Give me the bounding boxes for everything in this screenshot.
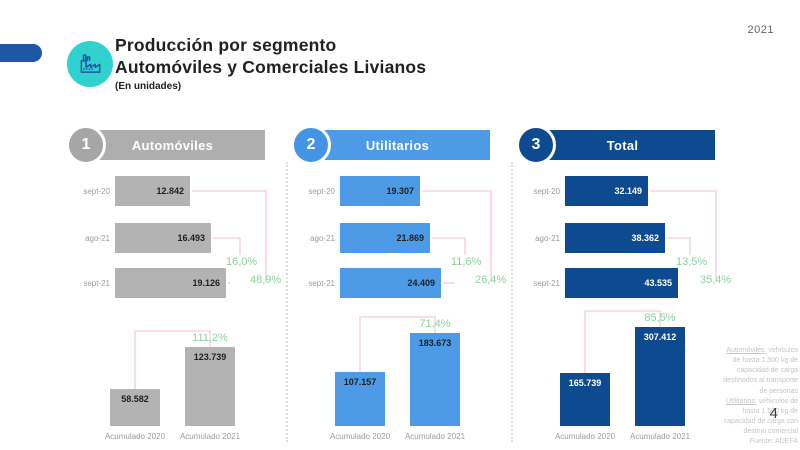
monthly-bar: 16.493 bbox=[115, 223, 211, 253]
accumulated-category-label: Acumulado 2020 bbox=[329, 432, 391, 441]
panel-separator-1 bbox=[286, 162, 288, 442]
accumulated-bar: 58.582 bbox=[110, 389, 160, 426]
accumulated-bar: 165.739 bbox=[560, 373, 610, 426]
monthly-bar-value: 43.535 bbox=[644, 278, 672, 288]
accumulated-bar-value: 165.739 bbox=[568, 378, 602, 388]
monthly-bar: 19.307 bbox=[340, 176, 420, 206]
accumulated-category-label: Acumulado 2021 bbox=[179, 432, 241, 441]
accumulated-category-label: Acumulado 2020 bbox=[104, 432, 166, 441]
monthly-bar: 32.149 bbox=[565, 176, 648, 206]
page-number: 4 bbox=[769, 405, 778, 422]
year-badge: 2021 bbox=[747, 24, 774, 36]
monthly-bar-value: 12.842 bbox=[156, 186, 184, 196]
panel-banner: Automóviles bbox=[80, 130, 265, 160]
monthly-bar: 24.409 bbox=[340, 268, 441, 298]
accumulated-change-label: 71,4% bbox=[419, 318, 451, 330]
monthly-bar-value: 38.362 bbox=[631, 233, 659, 243]
mom-change-label: 16,0% bbox=[226, 256, 258, 268]
accumulated-bar: 183.673 bbox=[410, 333, 460, 426]
panel-number: 3 bbox=[531, 136, 541, 153]
monthly-category-label: sept-20 bbox=[308, 187, 335, 196]
yoy-change-label: 35,4% bbox=[700, 274, 732, 286]
monthly-category-label: sept-21 bbox=[308, 279, 335, 288]
monthly-bar: 21.869 bbox=[340, 223, 430, 253]
panel-number: 1 bbox=[81, 136, 91, 153]
accumulated-bar: 107.157 bbox=[335, 372, 385, 426]
connector-lines bbox=[134, 190, 267, 389]
monthly-bar: 19.126 bbox=[115, 268, 226, 298]
header-titles: Producción por segmento Automóviles y Co… bbox=[115, 34, 426, 92]
panel-2: Utilitarios 2 sept-20 19.307 ago-21 21.869 sep… bbox=[287, 125, 512, 442]
page-subtitle: (En unidades) bbox=[115, 81, 182, 92]
accumulated-bar-value: 58.582 bbox=[121, 394, 149, 404]
monthly-bar: 12.842 bbox=[115, 176, 190, 206]
accumulated-change-label: 111,2% bbox=[192, 332, 228, 344]
accumulated-bar: 123.739 bbox=[185, 347, 235, 426]
panel-number-badge: 1 bbox=[66, 125, 106, 165]
panel-number-badge: 3 bbox=[516, 125, 556, 165]
monthly-bar-value: 19.307 bbox=[386, 186, 414, 196]
monthly-bar-value: 21.869 bbox=[396, 233, 424, 243]
monthly-bar-value: 24.409 bbox=[407, 278, 435, 288]
connector-lines bbox=[359, 190, 492, 372]
monthly-category-label: sept-20 bbox=[83, 187, 110, 196]
monthly-category-label: sept-21 bbox=[533, 279, 560, 288]
footnote-automoviles-term: Automóviles: bbox=[726, 347, 767, 354]
yoy-change-label: 48,9% bbox=[250, 274, 282, 286]
footnote-utilitarios-term: Utilitarios: bbox=[726, 397, 757, 405]
connector-lines bbox=[584, 190, 717, 373]
panel-number: 2 bbox=[306, 136, 316, 153]
factory-icon bbox=[67, 41, 113, 87]
accumulated-bar-value: 107.157 bbox=[343, 377, 377, 387]
footnote-automoviles-text: vehículos de hasta 1.500 kg de capacidad… bbox=[723, 347, 798, 395]
monthly-bar-value: 16.493 bbox=[177, 233, 205, 243]
panel-3: Total 3 sept-20 32.149 ago-21 38.362 sept-21 43… bbox=[512, 125, 737, 442]
mom-change-label: 13,5% bbox=[676, 256, 708, 268]
decorative-pill bbox=[0, 44, 42, 62]
monthly-category-label: ago-21 bbox=[85, 234, 110, 243]
monthly-bar-value: 19.126 bbox=[192, 278, 220, 288]
panel-separator-2 bbox=[511, 162, 513, 442]
accumulated-bar: 307.412 bbox=[635, 327, 685, 426]
panel-number-badge: 2 bbox=[291, 125, 331, 165]
accumulated-category-label: Acumulado 2021 bbox=[629, 432, 691, 441]
footnote-utilitarios-text: vehículos de hasta 1.500 kg de capacidad… bbox=[723, 397, 798, 436]
accumulated-bar-value: 307.412 bbox=[643, 332, 677, 342]
panel-title: Utilitarios bbox=[365, 137, 430, 153]
monthly-category-label: sept-20 bbox=[533, 187, 560, 196]
panel-1: Automóviles 1 sept-20 12.842 ago-21 16.493 sep… bbox=[62, 125, 287, 442]
page-title-line1: Producción por segmento bbox=[115, 35, 337, 55]
accumulated-category-label: Acumulado 2021 bbox=[404, 432, 466, 441]
monthly-bar-value: 32.149 bbox=[614, 186, 642, 196]
monthly-bar: 38.362 bbox=[565, 223, 665, 253]
footnote: Automóviles: vehículos de hasta 1.500 kg… bbox=[718, 346, 798, 447]
footnote-source: Fuente: ADEFA bbox=[749, 438, 798, 446]
accumulated-change-label: 85,5% bbox=[644, 312, 676, 324]
monthly-category-label: ago-21 bbox=[310, 234, 335, 243]
monthly-bar: 43.535 bbox=[565, 268, 678, 298]
page-title-line2: Automóviles y Comerciales Livianos bbox=[115, 57, 427, 77]
monthly-category-label: ago-21 bbox=[535, 234, 560, 243]
yoy-change-label: 26,4% bbox=[475, 274, 507, 286]
accumulated-category-label: Acumulado 2020 bbox=[554, 432, 616, 441]
panel-title: Total bbox=[606, 137, 639, 153]
monthly-category-label: sept-21 bbox=[83, 279, 110, 288]
accumulated-bar-value: 123.739 bbox=[193, 352, 227, 362]
accumulated-bar-value: 183.673 bbox=[418, 338, 452, 348]
panel-banner: Total bbox=[530, 130, 715, 160]
mom-change-label: 11,6% bbox=[451, 256, 482, 268]
panel-title: Automóviles bbox=[131, 137, 214, 153]
panel-banner: Utilitarios bbox=[305, 130, 490, 160]
